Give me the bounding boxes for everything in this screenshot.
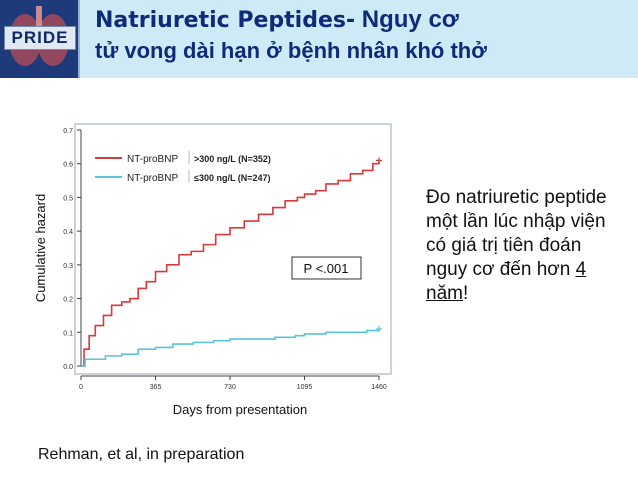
x-tick-label: 1460 [371, 384, 387, 391]
p-value-annotation: P <.001 [304, 261, 349, 276]
y-axis-label: Cumulative hazard [33, 194, 48, 302]
y-tick-label: 0.7 [63, 128, 73, 135]
title-rest: Nguy cơ [355, 6, 459, 33]
legend-detail: >300 ng/L (N=352) [194, 154, 271, 164]
y-tick-label: 0.6 [63, 162, 73, 169]
p-value-box [291, 256, 362, 280]
y-tick-label: 0.5 [63, 195, 73, 202]
x-tick-label: 730 [224, 384, 236, 391]
x-axis-label: Days from presentation [173, 402, 307, 417]
plot-frame [74, 123, 392, 375]
series-line-low [81, 328, 380, 367]
pride-logo: PRIDE [0, 0, 80, 78]
logo-text: PRIDE [4, 26, 76, 50]
series-line-high [81, 160, 380, 367]
series-end-marker [376, 325, 382, 332]
y-tick-label: 0.1 [63, 330, 73, 337]
y-tick-label: 0.3 [63, 263, 73, 270]
x-tick-label: 0 [79, 384, 83, 391]
side-note: Đo natriuretic peptide một lần lúc nhập … [426, 186, 626, 306]
legend-label: NT-proBNP [127, 154, 178, 165]
x-tick-label: 365 [150, 384, 162, 391]
x-tick-label: 1095 [297, 384, 313, 391]
side-note-emphasis: 4 năm [426, 259, 587, 304]
slide-title-line1: Natriuretic Peptides- Nguy cơ [95, 5, 459, 36]
side-note-text: Đo natriuretic peptide một lần lúc nhập … [426, 187, 607, 280]
citation: Rehman, et al, in preparation [38, 446, 245, 463]
y-tick-label: 0.2 [63, 297, 73, 304]
side-note-end: ! [462, 283, 469, 304]
y-tick-label: 0.4 [63, 229, 73, 236]
y-tick-label: 0.0 [63, 364, 73, 371]
slide-title-line2: tử vong dài hạn ở bệnh nhân khó thở [95, 38, 487, 63]
header-band [0, 0, 638, 78]
title-strong: Natriuretic Peptides- [95, 8, 356, 33]
series-end-marker [376, 157, 382, 164]
legend-detail: ≤300 ng/L (N=247) [194, 173, 271, 183]
hazard-chart: 0.0 0.1 0.2 0.3 0.4 0.5 0.6 0.7 0 365 730 1095 1460 D… [33, 123, 392, 417]
legend-label: NT-proBNP [127, 173, 178, 184]
